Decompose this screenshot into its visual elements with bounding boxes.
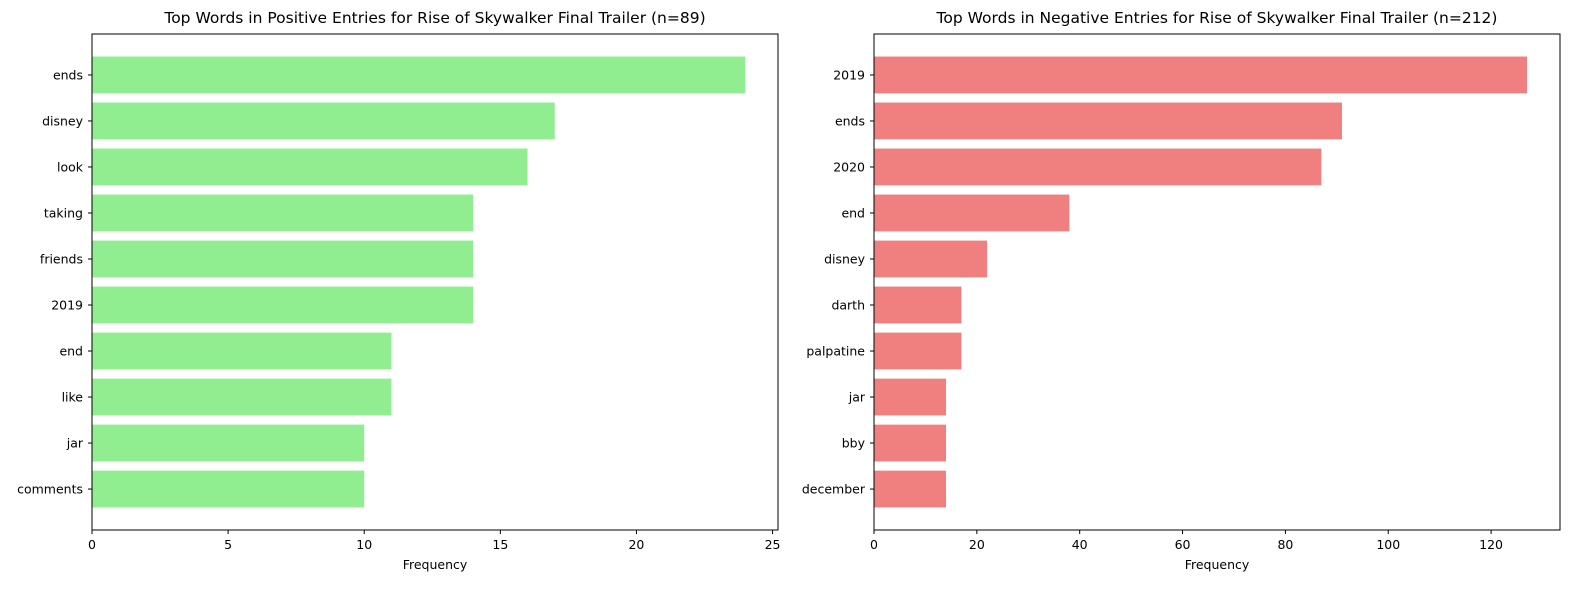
positive-bar-8 [92, 424, 365, 462]
negative-x-tick-label-2: 40 [1072, 537, 1088, 552]
positive-bar-2 [92, 148, 528, 186]
negative-bar-3 [874, 194, 1070, 232]
negative-category-label-3: end [841, 205, 865, 220]
positive-x-axis-label: Frequency [403, 557, 468, 572]
positive-x-tick-label-0: 0 [88, 537, 96, 552]
positive-bar-6 [92, 332, 392, 370]
negative-bar-4 [874, 240, 988, 278]
positive-x-tick-label-5: 25 [765, 537, 781, 552]
negative-category-label-8: bby [842, 436, 866, 451]
negative-bar-9 [874, 470, 946, 508]
negative-category-label-0: 2019 [833, 67, 865, 82]
positive-x-tick-label-4: 20 [628, 537, 644, 552]
positive-bar-9 [92, 470, 365, 508]
positive-words-chart: ends disney look taking friends 2019 end like ja… [17, 9, 780, 572]
positive-bar-7 [92, 378, 392, 416]
positive-x-tick-label-2: 10 [356, 537, 372, 552]
positive-category-label-3: taking [44, 205, 83, 220]
negative-category-label-2: 2020 [833, 159, 865, 174]
positive-category-label-5: 2019 [51, 298, 83, 313]
negative-bar-8 [874, 424, 946, 462]
positive-x-tick-label-3: 15 [492, 537, 508, 552]
positive-category-label-0: ends [53, 67, 83, 82]
negative-category-label-5: darth [831, 298, 865, 313]
positive-x-tick-label-1: 5 [224, 537, 232, 552]
negative-x-tick-label-5: 100 [1376, 537, 1400, 552]
negative-bar-5 [874, 286, 962, 324]
positive-chart-title: Top Words in Positive Entries for Rise o… [163, 9, 705, 27]
negative-category-label-6: palpatine [806, 344, 865, 359]
negative-chart-title: Top Words in Negative Entries for Rise o… [936, 9, 1498, 27]
negative-category-label-9: december [802, 482, 866, 497]
negative-x-tick-label-1: 20 [969, 537, 985, 552]
negative-x-axis-label: Frequency [1185, 557, 1250, 572]
positive-category-label-2: look [57, 159, 84, 174]
positive-bar-3 [92, 194, 474, 232]
negative-bar-0 [874, 56, 1528, 94]
negative-bar-2 [874, 148, 1322, 186]
negative-x-tick-label-4: 80 [1277, 537, 1293, 552]
negative-category-label-1: ends [835, 113, 865, 128]
negative-bar-6 [874, 332, 962, 370]
negative-bar-7 [874, 378, 946, 416]
positive-bar-5 [92, 286, 474, 324]
positive-category-label-4: friends [40, 251, 83, 266]
negative-category-label-4: disney [824, 251, 866, 266]
positive-category-label-1: disney [42, 113, 84, 128]
positive-bar-1 [92, 102, 555, 140]
negative-x-tick-label-6: 120 [1479, 537, 1503, 552]
negative-axes-frame [873, 33, 1561, 531]
negative-category-label-7: jar [848, 390, 866, 405]
positive-category-label-7: like [62, 390, 84, 405]
positive-category-label-8: jar [66, 436, 84, 451]
positive-bar-0 [92, 56, 746, 94]
negative-words-chart: 2019 ends 2020 end disney darth palpatine jar bb… [802, 9, 1561, 572]
negative-x-tick-label-3: 60 [1175, 537, 1191, 552]
negative-x-tick-label-0: 0 [870, 537, 878, 552]
negative-bar-1 [874, 102, 1342, 140]
positive-bar-4 [92, 240, 474, 278]
positive-category-label-9: comments [17, 482, 83, 497]
positive-category-label-6: end [59, 344, 83, 359]
positive-axes-frame [91, 33, 779, 531]
